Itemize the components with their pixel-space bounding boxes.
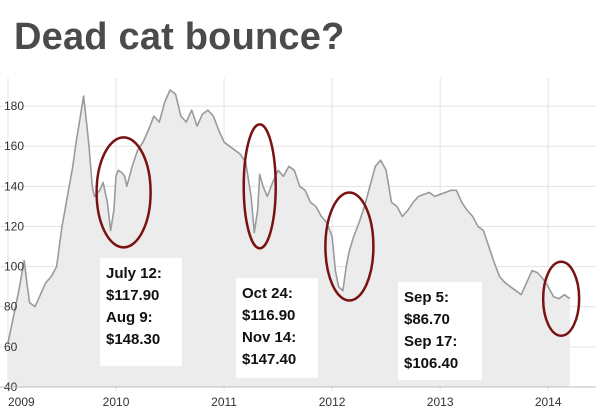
annotation-line: Aug 9: (106, 309, 153, 326)
annotation-line: July 12: (106, 265, 162, 282)
annotation-line: $117.90 (106, 287, 159, 304)
highlight-circles (95, 123, 581, 337)
x-tick-label: 2010 (103, 395, 130, 409)
annotation-box: Oct 24: $116.90 Nov 14: $147.40 (236, 278, 318, 378)
y-tick-label: 100 (4, 260, 24, 274)
x-tick-label: 2013 (427, 395, 454, 409)
highlight-circle (95, 136, 152, 249)
annotation-line: $148.30 (106, 331, 160, 348)
annotation-box: July 12: $117.90 Aug 9: $148.30 (100, 258, 182, 366)
y-tick-label: 140 (4, 179, 24, 193)
annotation-line: $86.70 (404, 311, 450, 328)
annotation-line: Sep 5: (404, 289, 449, 306)
y-tick-label: 120 (4, 219, 24, 233)
y-tick-label: 160 (4, 139, 24, 153)
annotation-line: $106.40 (404, 355, 458, 372)
annotation-background (100, 258, 182, 366)
page-title: Dead cat bounce? (14, 16, 345, 58)
y-tick-label: 80 (4, 300, 18, 314)
highlight-circle (324, 191, 375, 302)
annotations: July 12: $117.90 Aug 9: $148.30 Oct 24: $116.… (100, 258, 482, 380)
x-tick-label: 2014 (535, 395, 562, 409)
annotation-box: Sep 5: $86.70 Sep 17: $106.40 (398, 282, 482, 380)
x-tick-label: 2009 (8, 395, 35, 409)
annotation-line: $147.40 (242, 351, 296, 368)
highlight-circle (541, 260, 581, 337)
highlight-circle (242, 123, 277, 250)
annotation-line: Nov 14: (242, 329, 296, 346)
y-tick-label: 180 (4, 99, 24, 113)
y-tick-label: 60 (4, 340, 18, 354)
x-tick-label: 2012 (319, 395, 346, 409)
annotation-background (398, 282, 482, 380)
annotation-line: $116.90 (242, 307, 295, 324)
annotation-line: Sep 17: (404, 333, 457, 350)
price-line (7, 89, 571, 344)
x-tick-label: 2011 (211, 395, 237, 409)
annotation-background (236, 278, 318, 378)
annotation-line: Oct 24: (242, 285, 293, 302)
